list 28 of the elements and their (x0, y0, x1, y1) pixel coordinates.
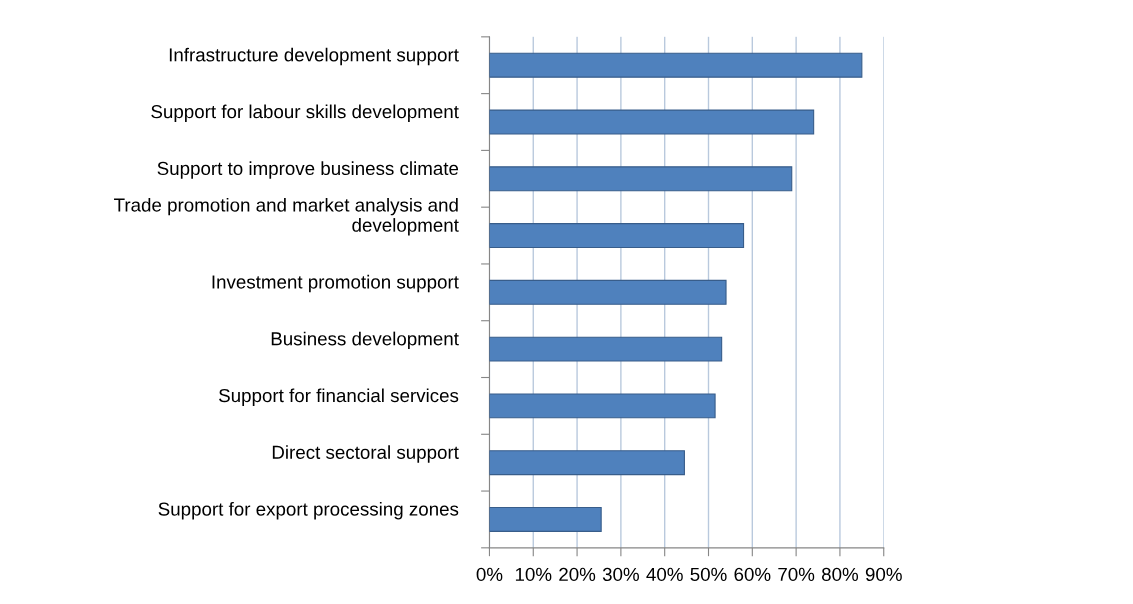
x-tick-label: 10% (515, 567, 552, 582)
x-tick-label: 0% (476, 567, 503, 582)
x-tick-label: 50% (690, 567, 727, 582)
bar (489, 450, 685, 476)
bar (489, 166, 793, 192)
y-tick-label: Infrastructure development support (169, 47, 459, 66)
x-tick-label: 40% (646, 567, 683, 582)
x-tick-label: 30% (602, 567, 639, 582)
y-tick-label: Support for labour skills development (151, 104, 459, 123)
bar (489, 52, 863, 78)
bar (489, 336, 723, 362)
bar (489, 506, 602, 532)
y-tick-label: Business development (271, 331, 459, 350)
x-tick-label: 70% (778, 567, 815, 582)
bar (489, 109, 815, 135)
y-tick-label: Investment promotion support (212, 274, 459, 293)
bar (489, 223, 745, 249)
y-tick-label: Support for export processing zones (158, 501, 459, 520)
y-tick-label: Support to improve business climate (157, 161, 459, 179)
bar (489, 393, 716, 419)
x-tick-label: 90% (865, 567, 902, 582)
y-tick-label: Trade promotion and market analysis and development (114, 197, 459, 236)
x-tick-label: 60% (734, 567, 771, 582)
x-tick-label: 20% (559, 567, 596, 582)
y-tick-label: Support for financial services (219, 388, 459, 406)
bar (489, 279, 727, 305)
x-tick-label: 80% (821, 567, 859, 582)
y-tick-label: Direct sectoral support (272, 445, 459, 463)
